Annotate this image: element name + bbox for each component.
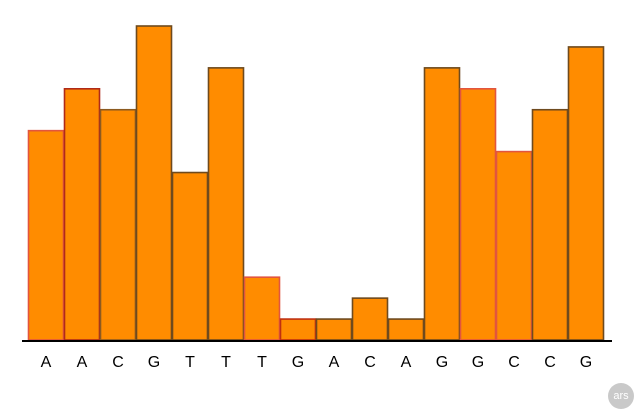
bar-2-C (99, 108, 137, 341)
x-tick-label-8: A (329, 354, 340, 371)
bar-0-A (27, 129, 65, 341)
x-tick-label-7: G (292, 354, 304, 371)
bar-5-T (207, 67, 245, 341)
x-tick-label-5: T (221, 354, 231, 371)
bar-6-T (243, 276, 281, 341)
bar-7-G (279, 318, 317, 341)
x-tick-label-6: T (257, 354, 267, 371)
bars-group (27, 25, 605, 341)
x-tick-label-13: C (508, 354, 520, 371)
bar-10-A (387, 318, 425, 341)
x-tick-label-0: A (41, 354, 52, 371)
bar-9-C (351, 297, 389, 341)
bar-4-T (171, 171, 209, 341)
bar-14-C (531, 108, 569, 341)
x-tick-label-1: A (77, 354, 88, 371)
bar-12-G (459, 88, 497, 341)
x-tick-label-11: G (436, 354, 448, 371)
x-tick-label-3: G (148, 354, 160, 371)
bar-11-G (423, 67, 461, 341)
bar-8-A (315, 318, 353, 341)
x-tick-label-14: C (544, 354, 556, 371)
bar-15-G (567, 46, 605, 341)
x-tick-label-12: G (472, 354, 484, 371)
x-tick-label-4: T (185, 354, 195, 371)
bar-1-A (63, 88, 101, 341)
x-tick-label-15: G (580, 354, 592, 371)
watermark-logo: ars (608, 383, 634, 409)
x-tick-label-10: A (401, 354, 412, 371)
bar-3-G (135, 25, 173, 341)
x-tick-label-2: C (112, 354, 124, 371)
x-tick-label-9: C (364, 354, 376, 371)
bar-13-C (495, 150, 533, 341)
